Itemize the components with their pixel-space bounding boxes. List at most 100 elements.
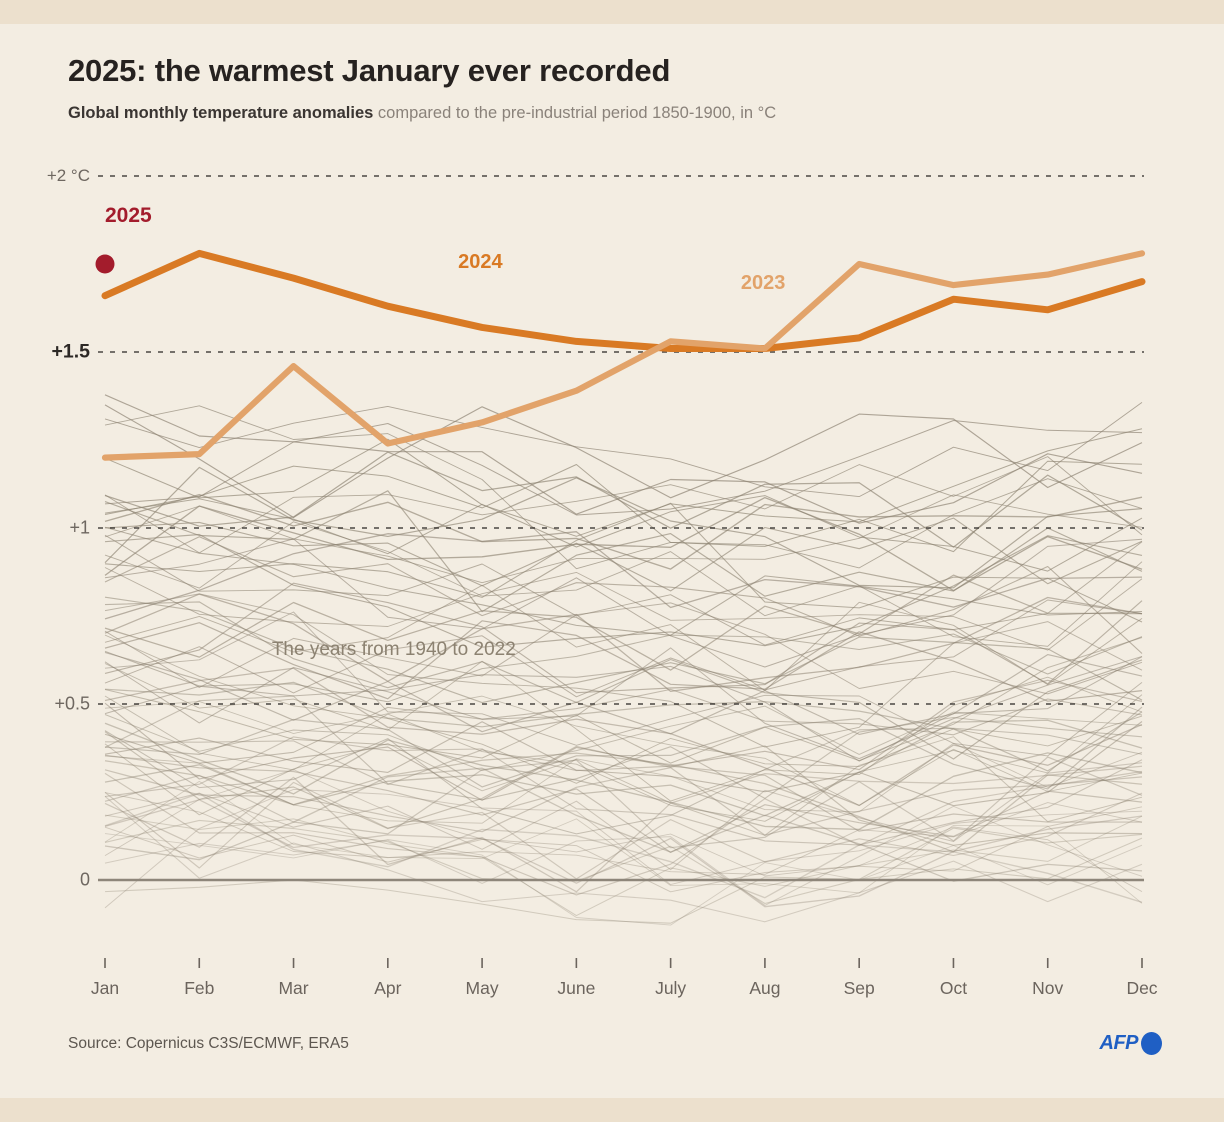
x-axis-label-feb: Feb bbox=[184, 978, 215, 998]
background-year-line bbox=[104, 495, 1143, 572]
background-year-line bbox=[104, 660, 1143, 802]
background-year-line bbox=[104, 781, 1143, 880]
background-year-line bbox=[104, 405, 1143, 570]
background-year-line bbox=[104, 819, 1143, 905]
background-year-line bbox=[104, 490, 1143, 613]
background-year-line bbox=[104, 526, 1143, 636]
background-year-line bbox=[104, 731, 1143, 846]
subtitle-strong: Global monthly temperature anomalies bbox=[68, 104, 374, 123]
background-year-line bbox=[104, 756, 1143, 849]
afp-logo: AFP bbox=[1099, 1032, 1162, 1055]
background-year-line bbox=[104, 637, 1143, 764]
background-year-line bbox=[104, 765, 1143, 893]
background-year-line bbox=[104, 694, 1143, 822]
source-note: Source: Copernicus C3S/ECMWF, ERA5 bbox=[68, 1035, 349, 1052]
background-year-line bbox=[104, 493, 1143, 570]
background-year-line bbox=[104, 517, 1143, 592]
x-axis-label-aug: Aug bbox=[749, 978, 781, 998]
x-axis-label-july: July bbox=[655, 978, 687, 998]
background-year-line bbox=[104, 833, 1143, 926]
y-axis-label-2C: +2 °C bbox=[46, 166, 90, 185]
background-year-line bbox=[104, 456, 1143, 554]
background-year-line bbox=[104, 688, 1143, 764]
background-year-line bbox=[104, 792, 1143, 875]
background-year-line bbox=[104, 762, 1143, 871]
x-axis-label-dec: Dec bbox=[1126, 978, 1158, 998]
background-year-line bbox=[104, 567, 1143, 651]
background-year-line bbox=[104, 404, 1143, 519]
background-year-line bbox=[104, 460, 1143, 553]
background-year-line bbox=[104, 420, 1143, 516]
background-year-line bbox=[104, 788, 1143, 909]
x-axis-label-apr: Apr bbox=[374, 978, 402, 998]
background-year-line bbox=[104, 494, 1143, 584]
y-axis-label-1: +1 bbox=[69, 517, 90, 538]
x-axis-label-may: May bbox=[465, 978, 499, 998]
x-axis-label-mar: Mar bbox=[278, 978, 309, 998]
data-point-2025[interactable] bbox=[95, 254, 115, 274]
background-year-line bbox=[104, 722, 1143, 831]
x-axis-label-oct: Oct bbox=[939, 978, 968, 998]
background-year-line bbox=[104, 799, 1143, 908]
series-line-2024[interactable] bbox=[101, 249, 1146, 352]
annotation-background-years: The years from 1940 to 2022 bbox=[271, 639, 516, 661]
background-year-line bbox=[104, 752, 1143, 853]
afp-logo-text: AFP bbox=[1099, 1032, 1139, 1054]
afp-dot-icon bbox=[1141, 1032, 1162, 1055]
background-year-line bbox=[104, 814, 1143, 917]
series-label-2023: 2023 bbox=[740, 272, 786, 295]
background-year-line bbox=[104, 695, 1143, 806]
x-axis-label-jan: Jan bbox=[90, 978, 120, 998]
page-title: 2025: the warmest January ever recorded bbox=[68, 53, 671, 88]
background-year-line bbox=[104, 602, 1143, 695]
background-year-line bbox=[104, 634, 1143, 784]
subtitle-rest: compared to the pre-industrial period 18… bbox=[373, 104, 777, 123]
chart-header: 2025: the warmest January ever recorded … bbox=[68, 52, 1168, 124]
background-year-line bbox=[104, 502, 1143, 623]
background-year-line bbox=[104, 721, 1143, 807]
chart-subtitle: Global monthly temperature anomalies com… bbox=[68, 104, 1168, 124]
background-year-line bbox=[104, 767, 1143, 882]
background-year-line bbox=[104, 534, 1143, 646]
background-year-line bbox=[104, 531, 1143, 620]
background-year-line bbox=[104, 651, 1143, 735]
background-year-line bbox=[104, 766, 1143, 836]
background-year-line bbox=[104, 695, 1143, 801]
series-line-2023[interactable] bbox=[101, 250, 1146, 461]
background-years-lines bbox=[104, 394, 1143, 926]
background-year-line bbox=[104, 496, 1143, 592]
background-year-line bbox=[104, 596, 1143, 704]
y-axis-label-0: 0 bbox=[79, 869, 90, 890]
background-year-line bbox=[104, 806, 1143, 893]
background-year-line bbox=[104, 795, 1143, 923]
y-axis-label-1.5: +1.5 bbox=[51, 340, 91, 363]
background-year-line bbox=[104, 792, 1143, 903]
background-year-line bbox=[104, 611, 1143, 757]
series-label-2025: 2025 bbox=[105, 204, 152, 228]
x-axis-label-sep: Sep bbox=[843, 978, 875, 998]
background-year-line bbox=[104, 402, 1143, 498]
background-year-line bbox=[104, 620, 1143, 702]
series-label-2024: 2024 bbox=[458, 251, 503, 274]
background-year-line bbox=[104, 805, 1143, 906]
background-year-line bbox=[104, 754, 1143, 853]
background-year-line bbox=[104, 736, 1143, 836]
x-axis-label-nov: Nov bbox=[1032, 978, 1064, 998]
background-year-line bbox=[104, 769, 1143, 892]
background-year-line bbox=[104, 780, 1143, 904]
background-year-line bbox=[104, 706, 1143, 790]
background-year-line bbox=[104, 740, 1142, 832]
background-year-line bbox=[104, 466, 1143, 589]
background-year-line bbox=[104, 601, 1143, 760]
background-year-line bbox=[104, 633, 1143, 703]
background-year-line bbox=[104, 451, 1143, 548]
background-year-line bbox=[104, 599, 1143, 698]
background-year-line bbox=[104, 582, 1143, 694]
background-year-line bbox=[104, 719, 1143, 817]
background-year-line bbox=[104, 727, 1143, 835]
y-axis-label-0.5: +0.5 bbox=[54, 693, 90, 714]
background-year-line bbox=[104, 394, 1143, 524]
background-year-line bbox=[104, 679, 1143, 801]
